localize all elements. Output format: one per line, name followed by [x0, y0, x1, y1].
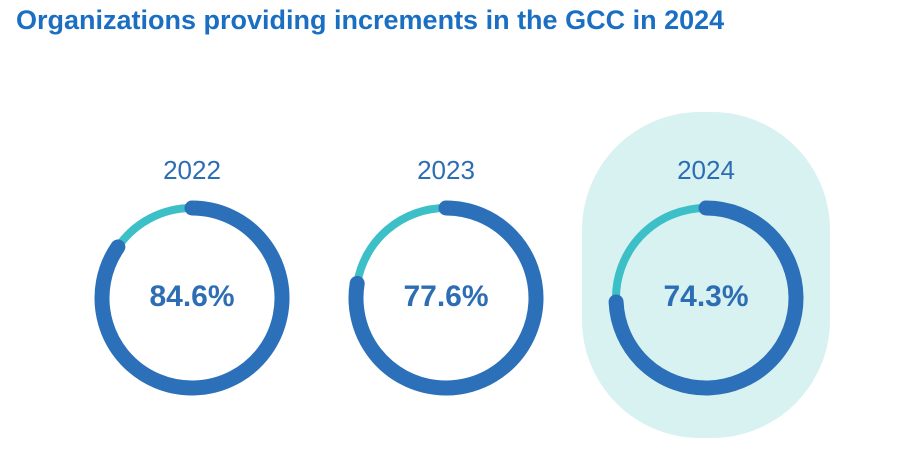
year-label: 2022 [163, 155, 221, 185]
donut-remainder [612, 204, 707, 303]
donut-arc [94, 200, 290, 396]
chart-title: Organizations providing increments in th… [16, 5, 724, 35]
value-label: 77.6% [403, 280, 488, 313]
donut-remainder [114, 204, 193, 250]
year-label: 2024 [677, 155, 735, 185]
value-label: 84.6% [149, 280, 234, 313]
value-label: 74.3% [663, 280, 748, 313]
donut-arc [608, 200, 804, 396]
donut-arc [348, 200, 544, 396]
donut-remainder [353, 204, 447, 285]
year-label: 2023 [417, 155, 475, 185]
